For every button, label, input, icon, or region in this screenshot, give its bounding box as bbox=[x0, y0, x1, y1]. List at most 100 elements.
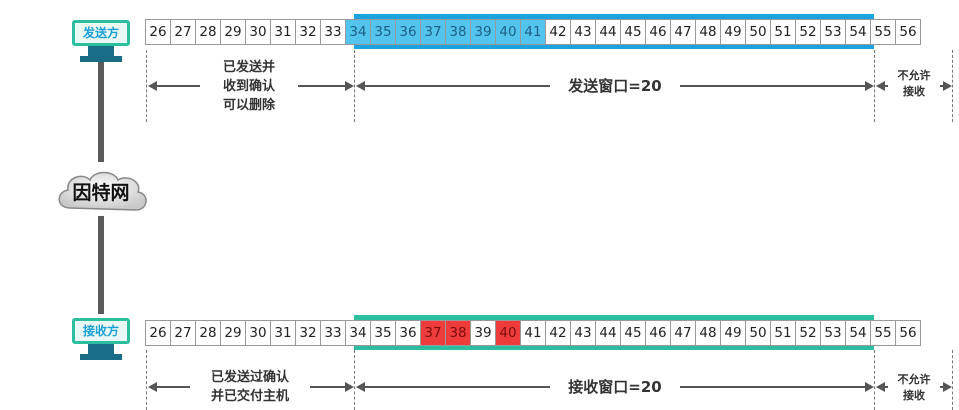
sender-dash-window-end bbox=[874, 50, 875, 122]
sender-dash-left bbox=[146, 50, 147, 122]
receiver-seq-cell: 32 bbox=[295, 320, 321, 346]
receiver-window-bar-bottom bbox=[354, 345, 874, 350]
receiver-dash-window-end bbox=[874, 350, 875, 410]
receiver-seq-cell: 56 bbox=[895, 320, 921, 346]
receiver-seq-cell: 26 bbox=[145, 320, 171, 346]
receiver-notallowed-arrow-left bbox=[876, 382, 885, 392]
sender-seq-cell: 37 bbox=[420, 19, 446, 45]
sender-notallowed-arrow-right bbox=[943, 81, 952, 91]
receiver-seq-cell: 43 bbox=[570, 320, 596, 346]
sender-window-arrow-left bbox=[356, 81, 365, 91]
receiver-seq-cell: 37 bbox=[420, 320, 446, 346]
internet-cloud-icon bbox=[58, 171, 147, 211]
receiver-seq-cell: 30 bbox=[245, 320, 271, 346]
sender-seq-cell: 30 bbox=[245, 19, 271, 45]
sender-seq-cell: 56 bbox=[895, 19, 921, 45]
sender-seq-cell: 28 bbox=[195, 19, 221, 45]
receiver-window-arrow-right bbox=[865, 382, 874, 392]
sender-seq-cell: 44 bbox=[595, 19, 621, 45]
sender-dash-window-start bbox=[354, 50, 355, 122]
sender-seq-cell: 53 bbox=[820, 19, 846, 45]
receiver-monitor-base bbox=[80, 354, 122, 360]
sender-monitor-base bbox=[80, 56, 122, 62]
sender-window-label: 发送窗口=20 bbox=[550, 76, 680, 96]
sender-seq-cell: 39 bbox=[470, 19, 496, 45]
receiver-seq-cell: 42 bbox=[545, 320, 571, 346]
receiver-seq-cell: 35 bbox=[370, 320, 396, 346]
receiver-notallowed-arrow-right bbox=[943, 382, 952, 392]
sender-seq-cell: 40 bbox=[495, 19, 521, 45]
receiver-host-label: 接收方 bbox=[72, 318, 130, 344]
receiver-seq-cell: 49 bbox=[720, 320, 746, 346]
receiver-delivered-arrow-right bbox=[345, 382, 354, 392]
sender-seq-cell: 32 bbox=[295, 19, 321, 45]
receiver-window-bar-top bbox=[354, 315, 874, 320]
receiver-seq-cell: 27 bbox=[170, 320, 196, 346]
receiver-dash-right bbox=[952, 350, 953, 410]
sender-sequence-row: 26 27 28 29 30 31 32 33 34 35 36 37 38 39 40 41 42 43 44 45… bbox=[145, 19, 921, 45]
sender-seq-cell: 41 bbox=[520, 19, 546, 45]
receiver-seq-cell: 44 bbox=[595, 320, 621, 346]
sender-host-label: 发送方 bbox=[72, 20, 130, 46]
receiver-seq-cell: 51 bbox=[770, 320, 796, 346]
link-line-bottom bbox=[98, 216, 104, 314]
sender-monitor-stand bbox=[88, 46, 114, 56]
sender-acked-label: 已发送并 收到确认 可以删除 bbox=[200, 58, 298, 115]
receiver-delivered-line1: 已发送过确认 bbox=[210, 370, 289, 385]
sender-seq-cell: 43 bbox=[570, 19, 596, 45]
sender-seq-cell: 51 bbox=[770, 19, 796, 45]
sender-seq-cell: 27 bbox=[170, 19, 196, 45]
receiver-seq-cell: 40 bbox=[495, 320, 521, 346]
receiver-window-arrow-left bbox=[356, 382, 365, 392]
sender-seq-cell: 34 bbox=[345, 19, 371, 45]
internet-label: 因特网 bbox=[72, 182, 130, 204]
receiver-delivered-arrow-left bbox=[148, 382, 157, 392]
sender-seq-cell: 46 bbox=[645, 19, 671, 45]
receiver-seq-cell: 33 bbox=[320, 320, 346, 346]
receiver-seq-cell: 55 bbox=[870, 320, 896, 346]
receiver-notallowed-line2: 接收 bbox=[903, 389, 925, 402]
receiver-window-label: 接收窗口=20 bbox=[550, 377, 680, 397]
receiver-seq-cell: 39 bbox=[470, 320, 496, 346]
sender-seq-cell: 42 bbox=[545, 19, 571, 45]
receiver-seq-cell: 48 bbox=[695, 320, 721, 346]
link-line-top bbox=[98, 62, 104, 162]
receiver-seq-cell: 38 bbox=[445, 320, 471, 346]
receiver-notallowed-line1: 不允许 bbox=[897, 373, 931, 386]
sender-seq-cell: 52 bbox=[795, 19, 821, 45]
sender-window-bar-top bbox=[354, 14, 874, 19]
sender-seq-cell: 50 bbox=[745, 19, 771, 45]
sender-seq-cell: 33 bbox=[320, 19, 346, 45]
receiver-seq-cell: 41 bbox=[520, 320, 546, 346]
sender-acked-arrow-right bbox=[345, 81, 354, 91]
sender-window-arrow-right bbox=[865, 81, 874, 91]
sender-seq-cell: 38 bbox=[445, 19, 471, 45]
sender-acked-label-line1: 已发送并 bbox=[222, 60, 275, 75]
sender-seq-cell: 55 bbox=[870, 19, 896, 45]
receiver-seq-cell: 31 bbox=[270, 320, 296, 346]
sender-seq-cell: 31 bbox=[270, 19, 296, 45]
sender-notallowed-label: 不允许 接收 bbox=[888, 68, 940, 100]
receiver-seq-cell: 36 bbox=[395, 320, 421, 346]
sender-notallowed-line2: 接收 bbox=[903, 85, 925, 98]
sender-notallowed-line1: 不允许 bbox=[897, 69, 931, 82]
receiver-dash-window-start bbox=[354, 350, 355, 410]
sender-dash-right bbox=[952, 50, 953, 122]
receiver-seq-cell: 54 bbox=[845, 320, 871, 346]
receiver-notallowed-label: 不允许 接收 bbox=[888, 372, 940, 404]
receiver-sequence-row: 26 27 28 29 30 31 32 33 34 35 36 37 38 39 40 41 42 43 44 45… bbox=[145, 320, 921, 346]
receiver-seq-cell: 45 bbox=[620, 320, 646, 346]
receiver-monitor-stand bbox=[88, 344, 114, 354]
receiver-delivered-label: 已发送过确认 并已交付主机 bbox=[190, 368, 310, 406]
sender-seq-cell: 26 bbox=[145, 19, 171, 45]
sender-notallowed-arrow-left bbox=[876, 81, 885, 91]
sender-seq-cell: 47 bbox=[670, 19, 696, 45]
receiver-delivered-line2: 并已交付主机 bbox=[210, 389, 289, 404]
sender-acked-label-line3: 可以删除 bbox=[222, 98, 275, 113]
sender-seq-cell: 29 bbox=[220, 19, 246, 45]
receiver-seq-cell: 50 bbox=[745, 320, 771, 346]
receiver-seq-cell: 47 bbox=[670, 320, 696, 346]
receiver-seq-cell: 52 bbox=[795, 320, 821, 346]
sender-acked-arrow-left bbox=[148, 81, 157, 91]
receiver-seq-cell: 28 bbox=[195, 320, 221, 346]
